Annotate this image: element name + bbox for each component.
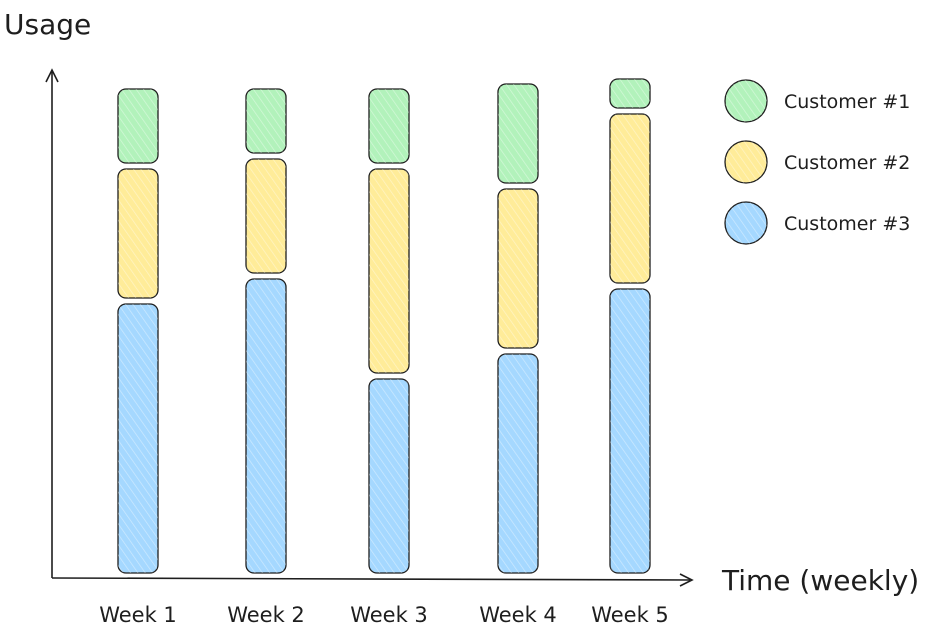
bar-hatch-week-4-customer-1	[498, 84, 538, 183]
bar-hatch-week-3-customer-2	[369, 169, 409, 373]
x-axis	[51, 577, 691, 581]
x-axis-arrow	[679, 573, 694, 587]
x-tick-label-week-2: Week 2	[227, 603, 305, 627]
bar-hatch-week-4-customer-3	[498, 354, 538, 573]
legend-label-customer-1: Customer #1	[784, 91, 910, 113]
bar-hatch-week-2-customer-3	[246, 279, 286, 573]
bar-hatch-week-1-customer-1	[118, 89, 158, 163]
legend-swatch-hatch-customer-3	[725, 202, 767, 244]
bar-hatch-week-3-customer-1	[369, 89, 409, 163]
bar-hatch-week-3-customer-3	[369, 379, 409, 573]
bar-hatch-week-5-customer-1	[610, 79, 650, 108]
y-axis-arrow	[45, 68, 59, 83]
legend-swatch-hatch-customer-1	[725, 80, 767, 122]
x-tick-label-week-1: Week 1	[99, 603, 177, 627]
x-tick-label-week-4: Week 4	[479, 603, 557, 627]
legend-swatch-hatch-customer-2	[725, 141, 767, 183]
x-tick-label-week-5: Week 5	[591, 603, 669, 627]
y-axis-label: Usage	[4, 8, 91, 41]
bar-hatch-week-2-customer-2	[246, 159, 286, 273]
legend: Customer #1 Customer #2 Customer #3	[724, 79, 910, 245]
x-axis-label: Time (weekly)	[721, 564, 919, 597]
bar-hatch-week-4-customer-2	[498, 189, 538, 348]
bar-hatch-week-2-customer-1	[246, 89, 286, 153]
bar-hatch-week-1-customer-2	[118, 169, 158, 298]
bar-hatch-week-1-customer-3	[118, 304, 158, 573]
x-tick-labels: Week 1 Week 2 Week 3 Week 4 Week 5	[99, 603, 669, 627]
bar-hatch-week-5-customer-2	[610, 114, 650, 283]
axes	[45, 68, 694, 587]
x-tick-label-week-3: Week 3	[350, 603, 428, 627]
bar-hatch-week-5-customer-3	[610, 289, 650, 573]
legend-label-customer-2: Customer #2	[784, 152, 910, 174]
bars	[117, 78, 651, 574]
legend-label-customer-3: Customer #3	[784, 213, 910, 235]
